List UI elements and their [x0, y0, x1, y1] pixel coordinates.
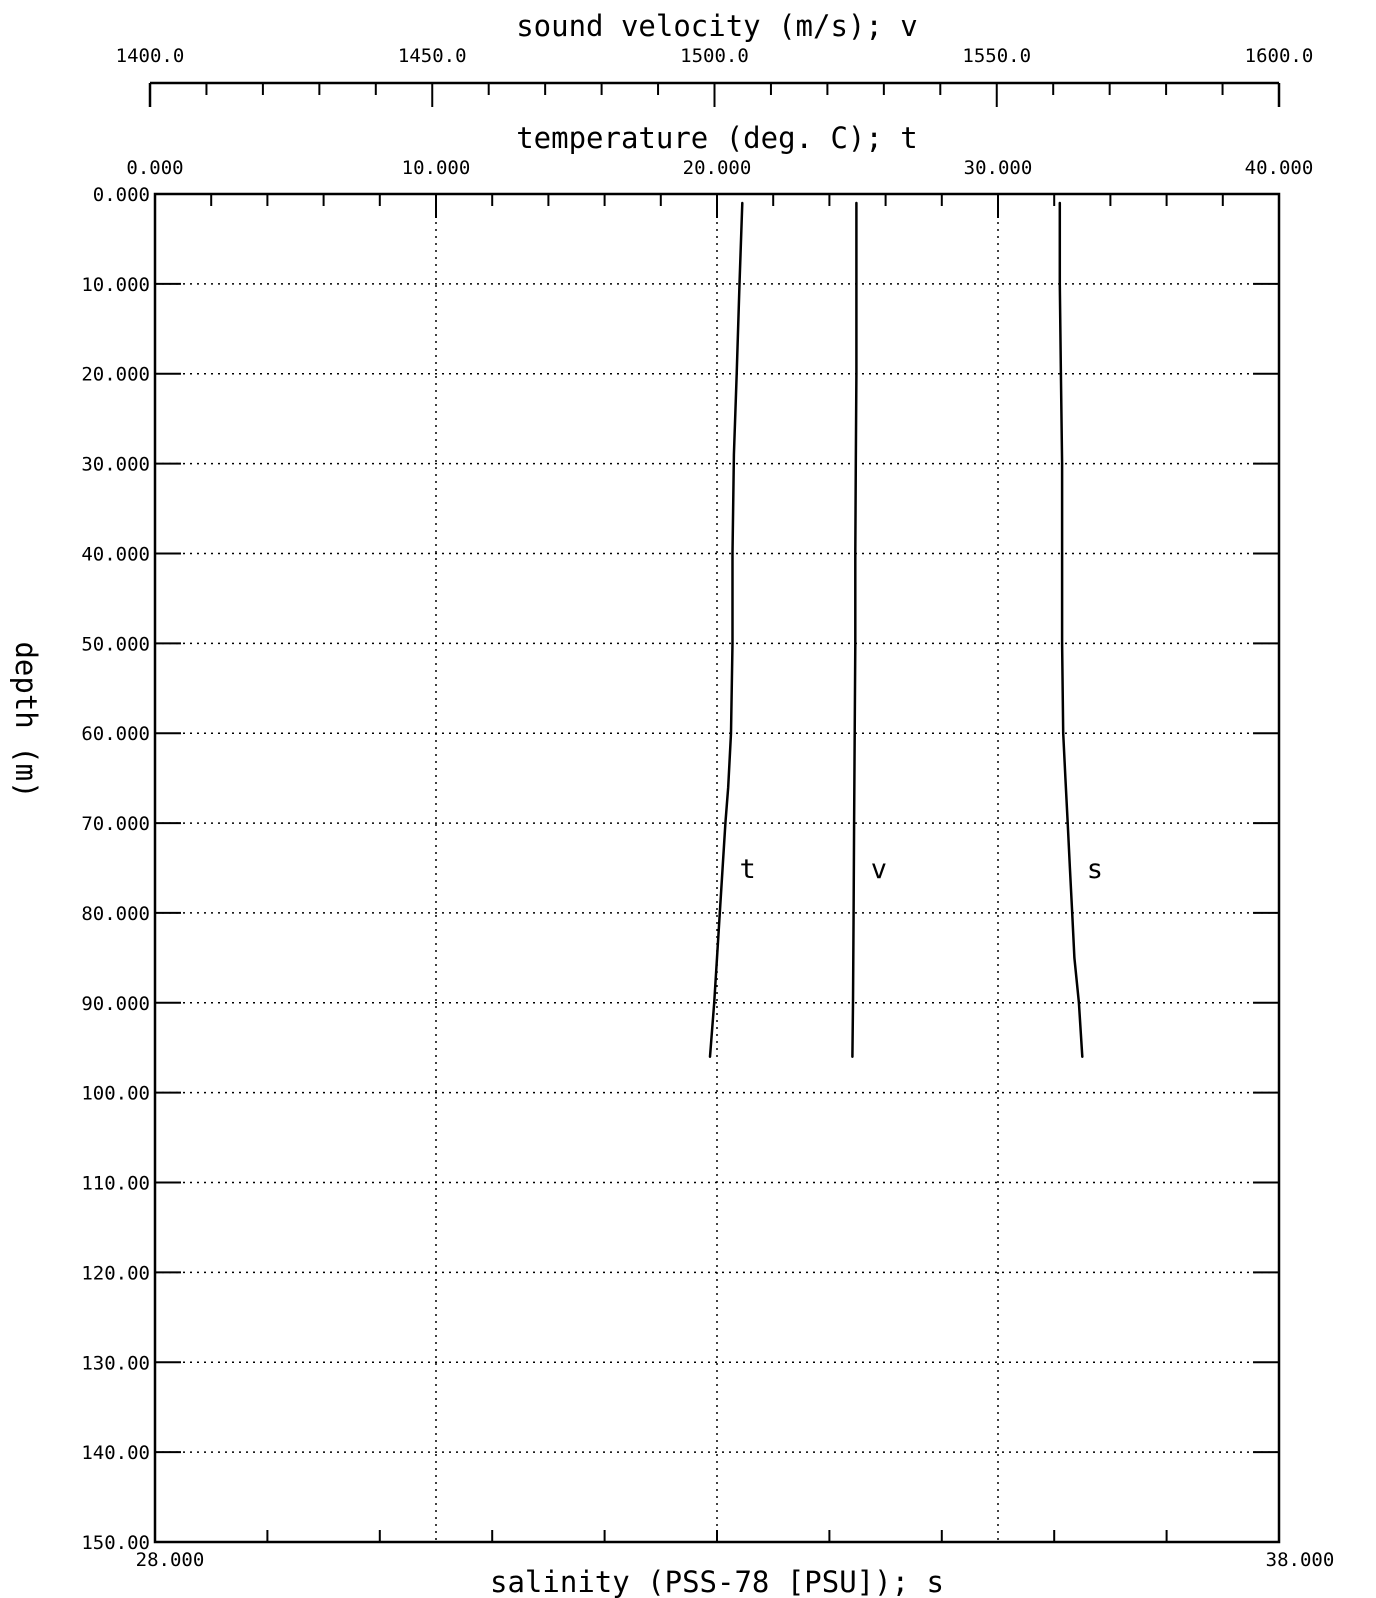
velocity-tick-label: 1500.0 [680, 45, 749, 67]
temperature-axis-title: temperature (deg. C); t [516, 121, 918, 155]
tick-layer [148, 81, 1281, 1542]
depth-tick-label: 140.00 [81, 1442, 150, 1464]
label-layer: 1400.0 1450.0 1500.0 1550.0 1600.0 0.000 10.00… [81, 45, 1334, 1571]
depth-tick-label: 150.00 [81, 1532, 150, 1554]
depth-tick-label: 40.000 [81, 543, 150, 565]
velocity-tick-label: 1400.0 [116, 45, 185, 67]
temperature-tick-label: 30.000 [964, 157, 1033, 179]
series-label-t: t [739, 854, 755, 885]
temperature-tick-label: 40.000 [1245, 157, 1314, 179]
velocity-tick-label: 1550.0 [962, 45, 1031, 67]
depth-tick-label: 10.000 [81, 274, 150, 296]
salinity-tick-label: 28.000 [136, 1549, 205, 1571]
depth-tick-label: 20.000 [81, 364, 150, 386]
series-line-v [851, 201, 858, 1058]
temperature-tick-label: 20.000 [683, 157, 752, 179]
velocity-tick-label: 1600.0 [1245, 45, 1314, 67]
salinity-axis-title: salinity (PSS-78 [PSU]); s [490, 1565, 944, 1598]
temperature-tick-label: 0.000 [126, 157, 183, 179]
depth-tick-label: 80.000 [81, 903, 150, 925]
depth-tick-label: 110.00 [81, 1173, 150, 1195]
depth-tick-label: 70.000 [81, 813, 150, 835]
depth-tick-label: 100.00 [81, 1083, 150, 1105]
series-layer [708, 201, 1084, 1058]
series-line-s [1058, 201, 1084, 1058]
depth-tick-label: 90.000 [81, 993, 150, 1015]
velocity-tick-label: 1450.0 [398, 45, 467, 67]
salinity-tick-label: 38.000 [1266, 1549, 1335, 1571]
depth-tick-label: 120.00 [81, 1262, 150, 1284]
depth-tick-label: 50.000 [81, 633, 150, 655]
series-label-v: v [871, 854, 887, 885]
depth-tick-label: 30.000 [81, 454, 150, 476]
grid-layer [155, 194, 1279, 1542]
series-label-s: s [1087, 854, 1103, 885]
depth-tick-label: 60.000 [81, 723, 150, 745]
depth-axis-title: depth (m) [9, 641, 43, 798]
depth-tick-label: 0.000 [93, 184, 150, 206]
series-line-t [708, 201, 744, 1058]
velocity-axis-title: sound velocity (m/s); v [516, 9, 918, 43]
depth-tick-label: 130.00 [81, 1352, 150, 1374]
temperature-tick-label: 10.000 [402, 157, 471, 179]
